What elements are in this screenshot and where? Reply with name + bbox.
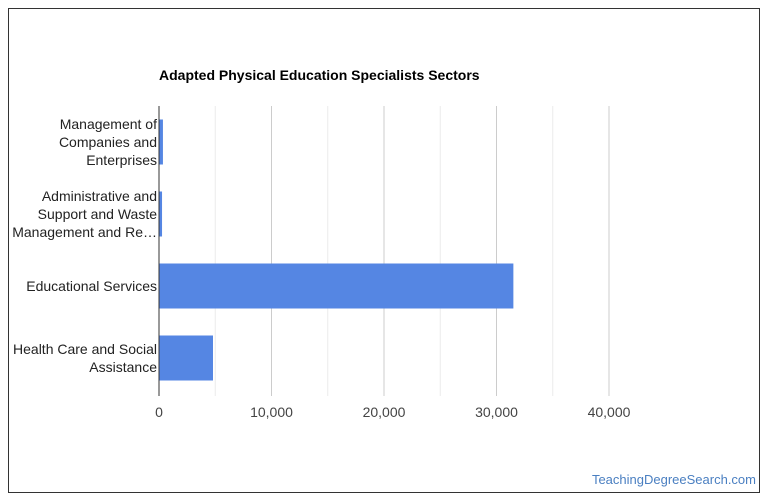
category-label-line: Enterprises: [86, 152, 157, 168]
category-label: Administrative and Support and Waste Manag…: [12, 187, 157, 241]
category-label-line: Educational Services: [26, 278, 157, 294]
x-tick-label: 10,000: [250, 404, 293, 420]
x-tick-label: 40,000: [588, 404, 631, 420]
bar: [159, 263, 514, 309]
category-label-line: Management and Re…: [12, 224, 157, 240]
category-label-line: Assistance: [89, 359, 157, 375]
category-label-line: Administrative and: [41, 188, 157, 204]
x-tick-label: 20,000: [363, 404, 406, 420]
bar: [159, 191, 163, 237]
category-label-line: Companies and: [58, 134, 157, 150]
chart-title: Adapted Physical Education Specialists S…: [159, 67, 480, 83]
watermark-link[interactable]: TeachingDegreeSearch.com: [591, 472, 756, 487]
category-label: Health Care and Social Assistance: [13, 340, 157, 376]
category-label-line: Health Care and Social: [13, 341, 157, 357]
category-label: Educational Services: [26, 277, 157, 295]
bar: [159, 119, 163, 165]
category-label-line: Support and Waste: [37, 206, 157, 222]
category-label-line: Management of: [59, 116, 157, 132]
category-label: Management of Companies and Enterprises: [59, 115, 157, 169]
x-tick-label: 0: [155, 404, 163, 420]
x-tick-label: 30,000: [475, 404, 518, 420]
bar: [159, 335, 213, 381]
